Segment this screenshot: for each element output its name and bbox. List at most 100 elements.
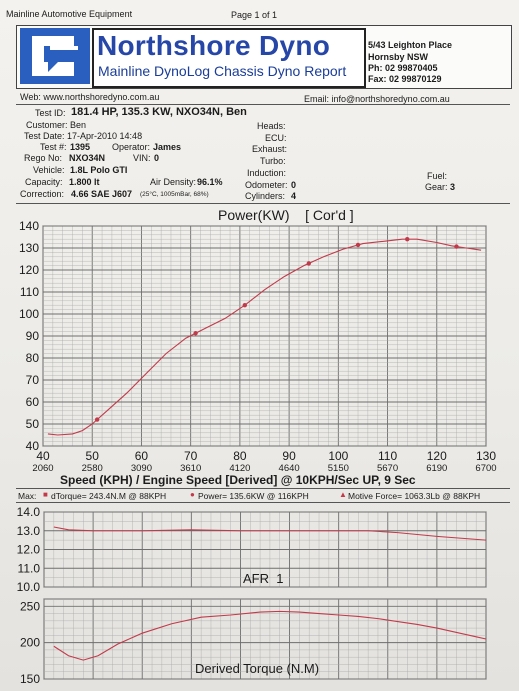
test-id-label: Test ID: bbox=[35, 108, 66, 118]
power-marker bbox=[242, 303, 248, 308]
divider-summary-top bbox=[16, 488, 510, 489]
divider-summary-bottom bbox=[16, 502, 510, 503]
title-box bbox=[92, 28, 366, 88]
rpm-tick-label: 3090 bbox=[131, 463, 152, 474]
rpm-tick-label: 3610 bbox=[180, 463, 201, 474]
operator-value: James bbox=[153, 142, 182, 152]
y-tick-label: 12.0 bbox=[17, 543, 41, 557]
rpm-tick-label: 4640 bbox=[279, 463, 300, 474]
y-tick-label: 90 bbox=[26, 329, 40, 343]
y-tick-label: 140 bbox=[19, 219, 39, 233]
force-marker-icon: ▲ bbox=[339, 490, 347, 499]
gear-label: Gear: bbox=[425, 182, 448, 192]
y-tick-label: 10.0 bbox=[17, 580, 41, 594]
summary-power: Power= 135.6KW @ 116KPH bbox=[198, 491, 309, 501]
y-tick-label: 50 bbox=[26, 417, 40, 431]
company-logo bbox=[20, 28, 90, 84]
x-tick-label: 90 bbox=[282, 449, 296, 463]
y-tick-label: 70 bbox=[26, 373, 40, 387]
x-tick-label: 100 bbox=[328, 449, 348, 463]
test-date: Test Date: 17-Apr-2010 14:48 bbox=[24, 131, 143, 141]
torque-chart: 250 200 150 bbox=[20, 598, 487, 686]
x-tick-label: 80 bbox=[233, 449, 247, 463]
rpm-tick-label: 6190 bbox=[426, 463, 447, 474]
x-tick-label: 40 bbox=[36, 449, 50, 463]
y-tick-label: 14.0 bbox=[17, 505, 41, 519]
power-marker bbox=[355, 242, 361, 248]
exhaust-label: Exhaust: bbox=[252, 144, 288, 154]
capacity-label: Capacity: bbox=[25, 177, 63, 187]
air-density-value: 96.1% bbox=[197, 177, 223, 187]
afr-chart: 14.0 13.0 12.0 11.0 10.0 bbox=[17, 505, 487, 594]
y-tick-label: 110 bbox=[20, 285, 39, 299]
y-tick-label: 130 bbox=[19, 241, 39, 255]
turbo-label: Turbo: bbox=[260, 156, 286, 166]
page-number: Page 1 of 1 bbox=[231, 10, 278, 20]
rpm-tick-label: 6700 bbox=[475, 463, 496, 474]
x-tick-label: 60 bbox=[135, 449, 149, 463]
correction-label: Correction: bbox=[20, 189, 65, 199]
rpm-tick-label: 4120 bbox=[229, 463, 250, 474]
power-marker bbox=[405, 237, 410, 242]
divider-info bbox=[16, 203, 510, 204]
vehicle-value: 1.8L Polo GTI bbox=[70, 165, 128, 175]
rego-value: NXO34N bbox=[69, 153, 106, 163]
x-axis-label: Speed (KPH) / Engine Speed [Derived] @ 1… bbox=[60, 473, 416, 487]
torque-chart-label: Derived Torque (N.M) bbox=[195, 661, 320, 676]
rpm-tick-label: 2060 bbox=[32, 463, 53, 474]
brand-title: Northshore Dyno bbox=[97, 30, 331, 61]
website: Web: www.northshoredyno.com.au bbox=[20, 92, 160, 102]
air-density-label: Air Density: bbox=[150, 177, 197, 187]
power-marker bbox=[94, 417, 100, 422]
power-chart-title: Power(KW) [ Cor'd ] bbox=[218, 207, 354, 223]
odometer-label: Odometer: bbox=[245, 180, 288, 190]
ecu-label: ECU: bbox=[265, 133, 287, 143]
y-tick-label: 250 bbox=[20, 599, 40, 613]
y-tick-label: 150 bbox=[20, 672, 40, 686]
heads-label: Heads: bbox=[257, 121, 286, 131]
correction-value: 4.66 SAE J607 bbox=[71, 189, 133, 199]
series-line bbox=[47, 238, 482, 436]
logo-icon bbox=[32, 36, 78, 76]
y-tick-label: 200 bbox=[20, 636, 40, 650]
y-tick-label: 120 bbox=[19, 263, 39, 277]
series-line bbox=[53, 610, 487, 661]
summary-force: Motive Force= 1063.3Lb @ 88KPH bbox=[348, 491, 481, 501]
test-id-value: 181.4 HP, 135.3 KW, NXO34N, Ben bbox=[71, 106, 247, 118]
company-name: Mainline Automotive Equipment bbox=[6, 9, 133, 19]
power-marker bbox=[193, 331, 198, 336]
fuel-label: Fuel: bbox=[427, 171, 448, 181]
odometer-value: 0 bbox=[291, 180, 297, 190]
capacity-value: 1.800 lt bbox=[69, 177, 100, 187]
address-line-2: Hornsby NSW bbox=[368, 52, 429, 62]
torque-marker-icon: ■ bbox=[43, 490, 48, 499]
afr-chart-label: AFR 1 bbox=[243, 571, 284, 586]
rpm-tick-label: 5150 bbox=[328, 463, 349, 474]
x-tick-label: 120 bbox=[427, 449, 447, 463]
summary-torque: dTorque= 243.4N.M @ 88KPH bbox=[51, 491, 167, 501]
operator-label: Operator: bbox=[112, 142, 151, 152]
y-tick-label: 13.0 bbox=[17, 524, 41, 538]
cylinders-value: 4 bbox=[291, 191, 297, 201]
vehicle-label: Vehicle: bbox=[33, 165, 65, 175]
induction-label: Induction: bbox=[247, 168, 287, 178]
divider-top bbox=[16, 104, 510, 105]
vin-value: 0 bbox=[154, 153, 160, 163]
x-tick-label: 110 bbox=[378, 449, 397, 463]
test-number-label: Test #: bbox=[40, 142, 67, 152]
y-tick-label: 11.0 bbox=[18, 561, 41, 575]
summary-max-label: Max: bbox=[18, 491, 37, 501]
y-tick-label: 60 bbox=[26, 395, 40, 409]
power-marker bbox=[306, 261, 311, 266]
x-tick-label: 70 bbox=[184, 449, 198, 463]
email: Email: info@northshoredyno.com.au bbox=[304, 94, 450, 104]
rpm-tick-label: 2580 bbox=[82, 463, 103, 474]
y-tick-label: 100 bbox=[19, 307, 39, 321]
gear-value: 3 bbox=[450, 182, 456, 192]
x-tick-label: 130 bbox=[476, 449, 496, 463]
test-number-value: 1395 bbox=[70, 142, 91, 152]
address-line-1: 5/43 Leighton Place bbox=[368, 40, 453, 50]
rpm-tick-label: 5670 bbox=[377, 463, 398, 474]
